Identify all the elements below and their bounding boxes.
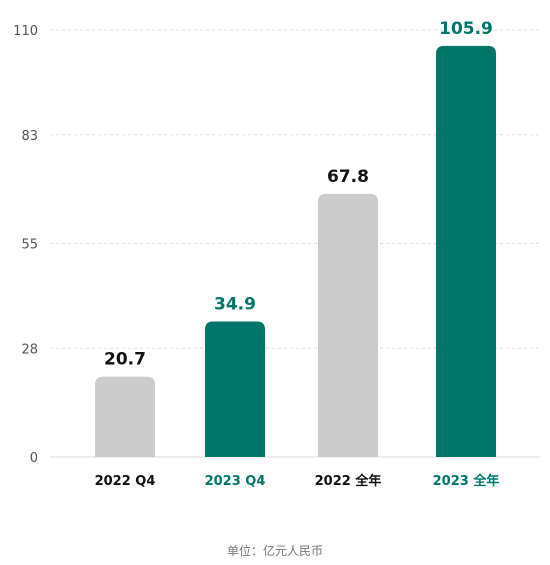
unit-note: 单位：亿元人民币 (227, 543, 323, 558)
category-label-3: 2022 全年 (315, 473, 382, 489)
category-label-1: 2022 Q4 (95, 474, 156, 489)
y-tick-label: 28 (21, 342, 38, 357)
y-tick-label: 0 (30, 451, 38, 466)
bar-3 (318, 193, 378, 457)
bars (95, 45, 496, 457)
category-label-2: 2023 Q4 (205, 474, 266, 489)
bar-2 (205, 321, 265, 457)
category-label-4: 2023 全年 (433, 473, 500, 489)
y-tick-label: 55 (21, 238, 38, 253)
y-tick-label: 83 (21, 129, 38, 144)
bar-1 (95, 376, 155, 457)
data-label-3: 67.8 (327, 167, 369, 187)
bar-4 (436, 45, 496, 457)
data-labels: 20.7 34.9 67.8 105.9 (104, 19, 493, 370)
data-label-2: 34.9 (214, 295, 256, 315)
x-axis-categories: 2022 Q4 2023 Q4 2022 全年 2023 全年 (95, 473, 500, 489)
y-tick-label: 110 (13, 24, 38, 39)
y-axis-ticks: 0 28 55 83 110 (13, 24, 38, 466)
data-label-1: 20.7 (104, 350, 146, 370)
data-label-4: 105.9 (439, 19, 493, 39)
